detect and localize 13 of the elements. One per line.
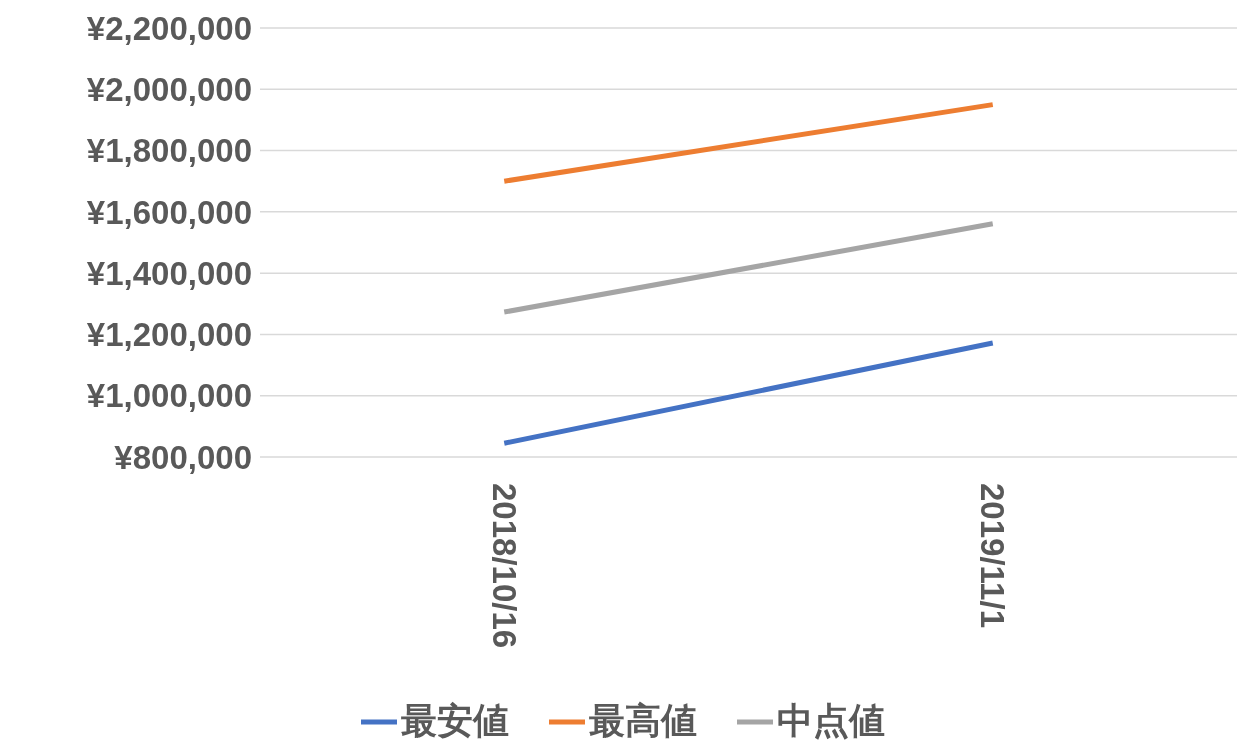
y-tick-label: ¥1,800,000: [86, 132, 252, 170]
legend-label: 最高値: [587, 699, 697, 743]
y-tick-label: ¥1,600,000: [86, 193, 252, 231]
y-tick-label: ¥1,400,000: [86, 254, 252, 292]
y-tick-label: ¥2,200,000: [86, 9, 252, 47]
y-tick-label: ¥800,000: [114, 438, 252, 476]
x-tick-label: 2019/11/1: [974, 483, 1012, 628]
y-tick-label: ¥1,000,000: [86, 377, 252, 415]
x-tick-label: 2018/10/16: [485, 483, 523, 649]
y-tick-label: ¥1,200,000: [86, 316, 252, 354]
legend-label: 中点値: [775, 699, 885, 743]
y-tick-label: ¥2,000,000: [86, 71, 252, 108]
legend-label: 最安値: [399, 699, 509, 743]
